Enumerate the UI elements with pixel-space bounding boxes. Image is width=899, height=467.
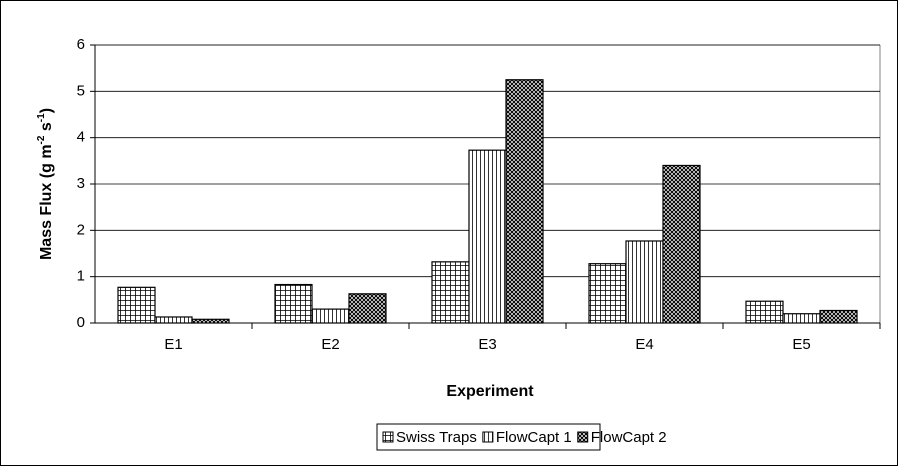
y-tick-label: 3: [77, 175, 85, 192]
bar: [782, 313, 821, 324]
y-tick-label: 5: [77, 82, 85, 99]
bar: [117, 286, 156, 324]
y-label-sup: -2: [36, 135, 47, 144]
bar: [745, 300, 784, 324]
x-tick-label: E3: [478, 336, 496, 353]
legend-label: Swiss Traps: [396, 429, 477, 446]
bar: [311, 308, 350, 324]
x-tick-label: E4: [635, 336, 653, 353]
bar: [154, 316, 193, 324]
y-label-part: ): [38, 108, 55, 113]
bar: [468, 149, 507, 324]
y-tick-label: 0: [77, 314, 85, 331]
legend-label: FlowCapt 2: [591, 429, 667, 446]
bar: [588, 263, 627, 324]
bar: [505, 79, 544, 324]
y-tick-label: 1: [77, 268, 85, 285]
x-tick-label: E1: [164, 336, 182, 353]
bar: [662, 164, 701, 324]
bar: [819, 309, 858, 324]
bar: [625, 240, 664, 324]
y-label-sup: -1: [36, 113, 47, 122]
legend-swatch: [382, 431, 394, 443]
x-axis-label: Experiment: [446, 383, 534, 400]
y-tick-label: 2: [77, 221, 85, 238]
bar: [191, 318, 230, 324]
y-axis-label: Mass Flux (g m-2 s-1): [36, 108, 56, 260]
legend-swatch: [577, 431, 589, 443]
bar: [431, 261, 470, 324]
y-label-part: Mass Flux (g m: [38, 144, 55, 260]
y-label-part: s: [38, 122, 55, 135]
y-tick-label: 4: [77, 129, 85, 146]
legend-swatch: [482, 431, 494, 443]
y-tick-label: 6: [77, 36, 85, 53]
bar: [348, 293, 387, 324]
x-tick-label: E5: [792, 336, 810, 353]
bar: [274, 283, 313, 324]
x-tick-label: E2: [321, 336, 339, 353]
legend-label: FlowCapt 1: [496, 429, 572, 446]
